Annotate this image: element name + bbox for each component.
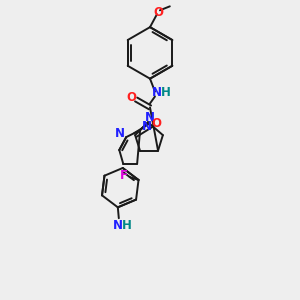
- Text: N: N: [142, 120, 152, 133]
- Text: F: F: [120, 169, 128, 182]
- Text: O: O: [126, 91, 136, 104]
- Text: N: N: [113, 219, 123, 232]
- Text: N: N: [145, 111, 155, 124]
- Text: O: O: [151, 117, 161, 130]
- Text: N: N: [115, 127, 125, 140]
- Text: H: H: [122, 219, 132, 232]
- Text: H: H: [161, 86, 171, 99]
- Text: O: O: [153, 6, 163, 19]
- Text: N: N: [152, 86, 162, 99]
